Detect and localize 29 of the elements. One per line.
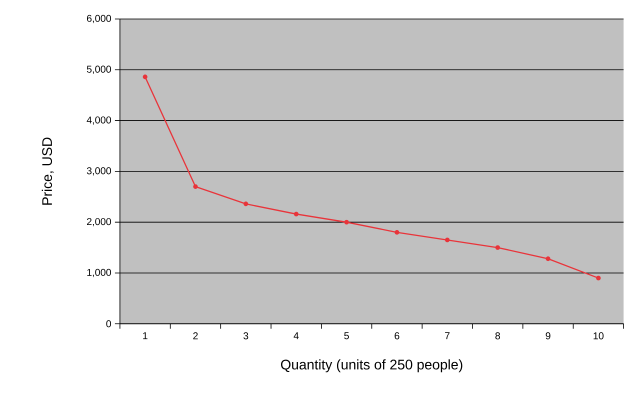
y-tick-label: 6,000 xyxy=(86,15,112,24)
x-axis-title: Quantity (units of 250 people) xyxy=(280,359,462,372)
x-tick-label: 8 xyxy=(495,332,500,340)
x-tick-label: 7 xyxy=(445,332,450,340)
y-tick-label: 3,000 xyxy=(86,167,112,176)
point xyxy=(142,74,148,80)
point xyxy=(294,212,299,217)
point xyxy=(495,245,500,250)
x-tick-label: 2 xyxy=(193,332,198,340)
y-tick-label: 1,000 xyxy=(87,269,112,278)
point xyxy=(444,238,450,242)
point xyxy=(596,276,601,281)
y-tick-label: 5,000 xyxy=(86,66,112,74)
x-tick-label: 3 xyxy=(243,332,248,340)
x-tick-label: 9 xyxy=(546,332,550,340)
point xyxy=(394,230,400,235)
y-tick-label: 0 xyxy=(106,320,112,328)
y-tick-label: 2,000 xyxy=(86,218,112,226)
x-tick-label: 4 xyxy=(294,332,299,340)
x-tick-label: 1 xyxy=(143,332,148,340)
y-axis-title: Price, USD xyxy=(42,138,54,205)
point xyxy=(244,202,248,206)
point xyxy=(193,184,198,190)
point xyxy=(546,256,550,262)
x-tick-label: 6 xyxy=(394,332,400,340)
x-tick-label: 10 xyxy=(594,332,604,340)
x-tick-label: 5 xyxy=(344,332,349,340)
point xyxy=(344,220,349,225)
y-tick-label: 4,000 xyxy=(86,116,112,125)
